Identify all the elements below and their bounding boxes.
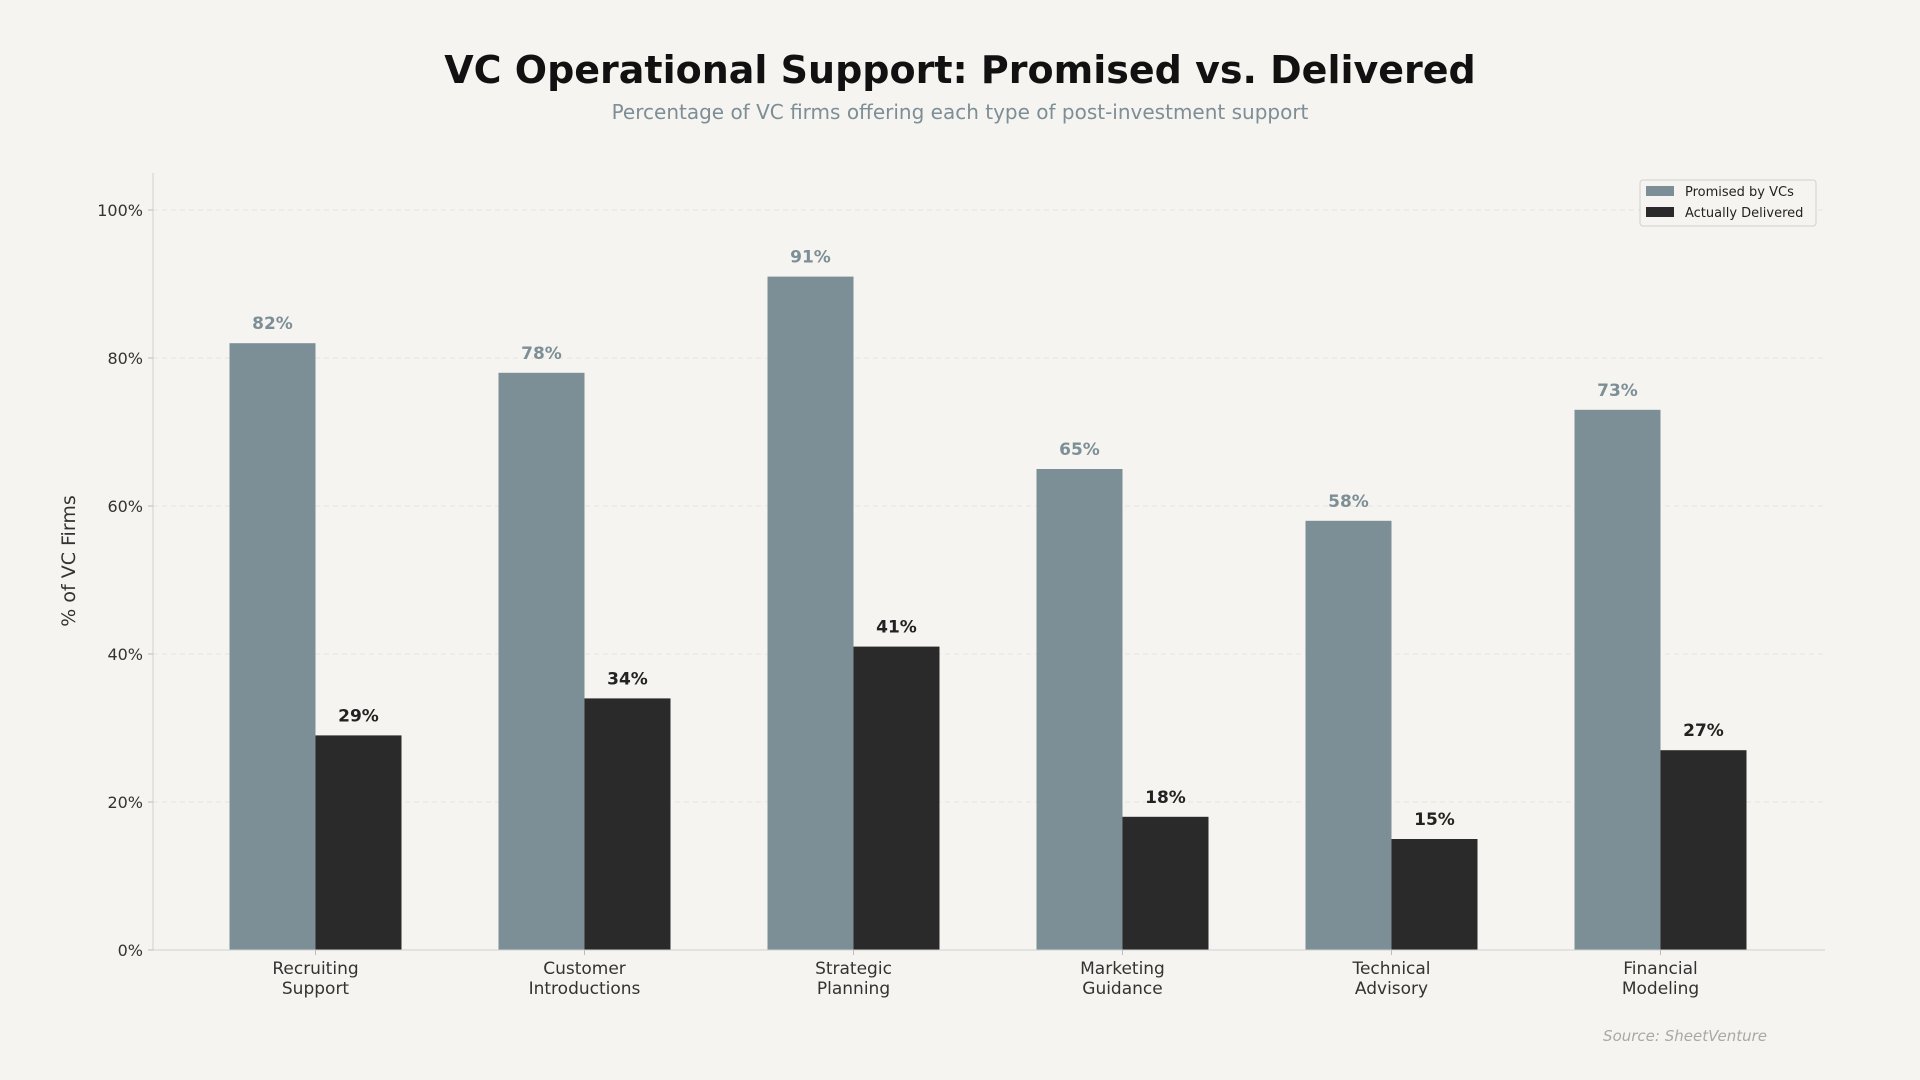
bar-promised	[767, 276, 854, 951]
data-label-promised: 73%	[1597, 381, 1638, 401]
x-tick-label: Guidance	[1082, 979, 1162, 999]
chart-title: VC Operational Support: Promised vs. Del…	[444, 48, 1476, 92]
legend-box	[1639, 179, 1817, 227]
gridlines	[153, 209, 1825, 803]
bar-promised	[1305, 520, 1392, 950]
y-tick-label: 0%	[118, 941, 143, 960]
data-label-delivered: 41%	[876, 618, 917, 638]
data-label-delivered: 29%	[338, 706, 379, 726]
y-axis-label: % of VC Firms	[58, 495, 80, 626]
legend-swatch-delivered	[1646, 207, 1674, 217]
data-label-promised: 65%	[1059, 440, 1100, 460]
bar-delivered	[584, 698, 671, 950]
bar-delivered	[315, 735, 402, 950]
x-tick-label: Support	[282, 979, 350, 999]
data-label-promised: 91%	[790, 248, 831, 268]
x-tick-label: Planning	[817, 979, 890, 999]
bars	[229, 276, 1747, 951]
legend: Promised by VCs Actually Delivered	[1639, 179, 1817, 227]
x-tick-label: Introductions	[529, 979, 641, 999]
x-tick-label: Modeling	[1622, 979, 1699, 999]
y-tick-label: 40%	[107, 645, 143, 664]
x-tick-label: Marketing	[1080, 959, 1165, 979]
x-tick-label: Financial	[1623, 959, 1697, 979]
bar-promised	[1036, 469, 1123, 950]
data-label-promised: 82%	[252, 314, 293, 334]
x-tick-label: Advisory	[1355, 979, 1428, 999]
bar-promised	[1574, 409, 1661, 950]
y-tick-label: 100%	[97, 201, 143, 220]
source-note: Source: SheetVenture	[1603, 1027, 1767, 1045]
legend-label-delivered: Actually Delivered	[1685, 206, 1803, 221]
legend-label-promised: Promised by VCs	[1685, 185, 1794, 200]
data-label-delivered: 18%	[1145, 788, 1186, 808]
x-tick-label: Strategic	[815, 959, 892, 979]
data-label-delivered: 27%	[1683, 721, 1724, 741]
y-tick-label: 80%	[107, 349, 143, 368]
axes: % of VC Firms	[58, 173, 1825, 951]
x-tick-label: Recruiting	[272, 959, 358, 979]
data-label-delivered: 34%	[607, 669, 648, 689]
data-label-delivered: 15%	[1414, 810, 1455, 830]
data-label-promised: 58%	[1328, 492, 1369, 512]
bar-delivered	[1660, 750, 1747, 950]
legend-swatch-promised	[1646, 186, 1674, 196]
bar-promised	[229, 343, 316, 950]
chart-subtitle: Percentage of VC firms offering each typ…	[611, 100, 1309, 124]
data-label-promised: 78%	[521, 344, 562, 364]
data-labels: 82% 29% 78% 34% 91% 41% 65% 18% 58% 15% 73% 27%	[252, 248, 1724, 830]
bar-delivered	[853, 646, 940, 950]
bar-promised	[498, 372, 585, 950]
bar-delivered	[1391, 839, 1478, 950]
y-tick-label: 60%	[107, 497, 143, 516]
x-tick-label: Technical	[1351, 959, 1430, 979]
bar-delivered	[1122, 816, 1209, 950]
x-tick-label: Customer	[543, 959, 626, 979]
y-tick-label: 20%	[107, 793, 143, 812]
